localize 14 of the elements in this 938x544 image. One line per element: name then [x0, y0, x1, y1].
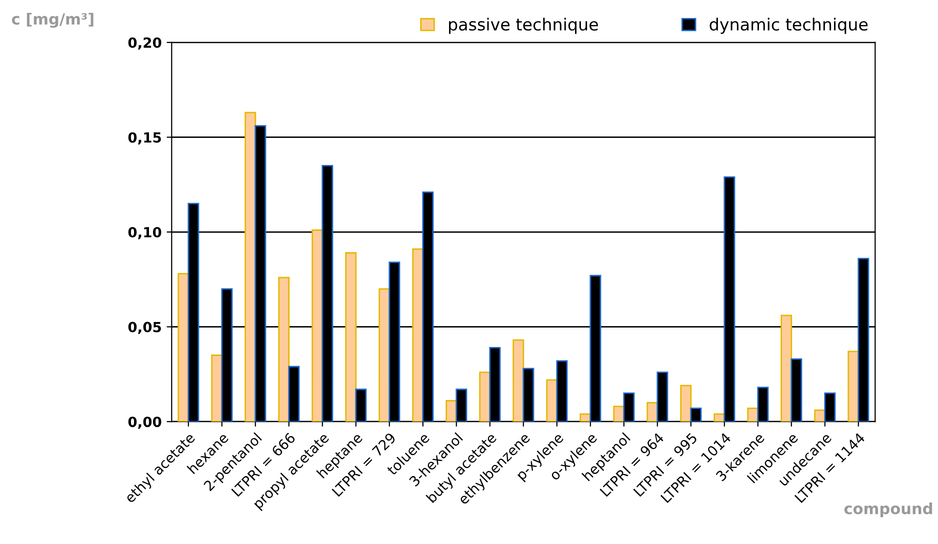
- bar: [345, 252, 357, 422]
- legend-label: dynamic technique: [710, 18, 868, 34]
- y-tick-label: 0,20: [128, 37, 162, 50]
- y-axis-title: c [mg/m³]: [12, 12, 94, 28]
- y-tick-label: 0,05: [128, 322, 161, 334]
- y-tick-label: 0,15: [128, 132, 161, 144]
- y-tick-label: 0,00: [128, 416, 162, 429]
- bar: [278, 276, 290, 422]
- x-axis-title: compound: [844, 502, 932, 518]
- bar: [780, 314, 792, 422]
- bar: [512, 339, 524, 422]
- bar: [680, 384, 692, 422]
- y-tick-label: 0,10: [128, 226, 162, 240]
- legend-label: passive technique: [449, 18, 598, 34]
